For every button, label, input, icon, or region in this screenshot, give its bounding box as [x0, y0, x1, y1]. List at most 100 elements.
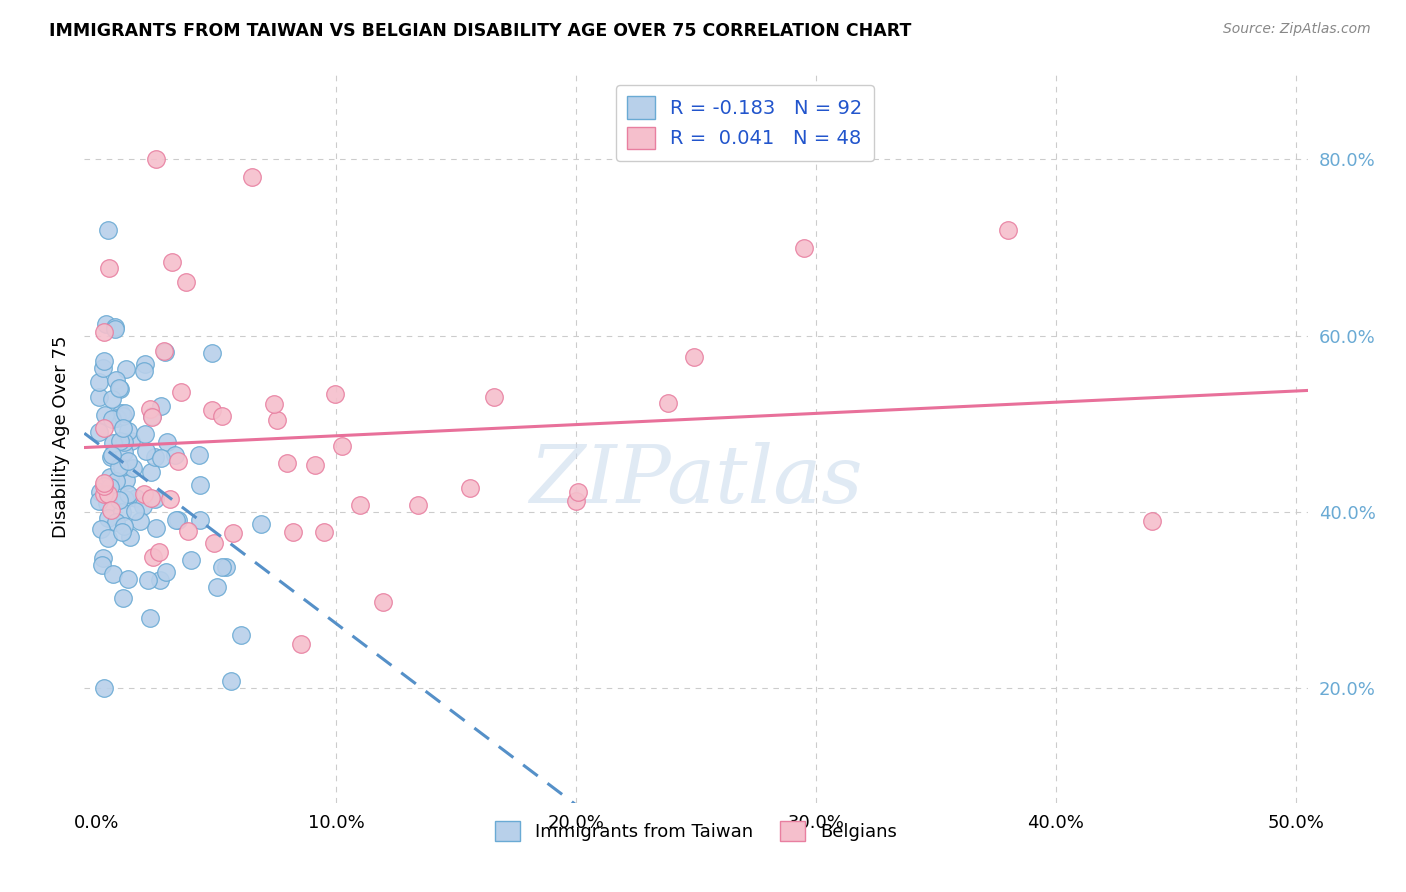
Point: [111, 409, 134, 423]
Point: [100, 450, 122, 464]
Point: [159, 491, 181, 506]
Point: [93, 421, 115, 435]
Text: Source: ZipAtlas.com: Source: ZipAtlas.com: [1223, 22, 1371, 37]
Point: [1140, 514, 1163, 528]
Point: [90, 523, 112, 537]
Point: [325, 387, 347, 401]
Point: [114, 492, 136, 507]
Point: [290, 637, 312, 651]
Text: IMMIGRANTS FROM TAIWAN VS BELGIAN DISABILITY AGE OVER 75 CORRELATION CHART: IMMIGRANTS FROM TAIWAN VS BELGIAN DISABI…: [49, 22, 911, 40]
Point: [165, 512, 187, 526]
Text: ZIPatlas: ZIPatlas: [529, 442, 863, 520]
Point: [112, 445, 135, 459]
Point: [142, 549, 165, 564]
Point: [89, 485, 111, 500]
Point: [87, 493, 110, 508]
Point: [567, 484, 589, 499]
Point: [128, 514, 150, 528]
Point: [111, 460, 134, 475]
Point: [143, 492, 166, 507]
Point: [201, 403, 224, 417]
Point: [276, 457, 298, 471]
Point: [139, 401, 162, 416]
Point: [111, 421, 134, 435]
Point: [266, 413, 288, 427]
Point: [211, 560, 233, 574]
Point: [87, 376, 110, 390]
Point: [136, 573, 159, 587]
Point: [103, 322, 125, 336]
Point: [145, 521, 167, 535]
Point: [101, 448, 124, 462]
Point: [108, 381, 131, 395]
Point: [132, 363, 155, 377]
Point: [89, 390, 111, 404]
Point: [117, 572, 139, 586]
Point: [125, 491, 148, 505]
Point: [93, 476, 115, 491]
Point: [111, 525, 134, 540]
Point: [167, 454, 190, 468]
Point: [134, 427, 156, 442]
Point: [170, 385, 193, 400]
Point: [180, 553, 202, 567]
Point: [91, 361, 114, 376]
Point: [97, 531, 120, 545]
Point: [166, 513, 188, 527]
Legend: Immigrants from Taiwan, Belgians: Immigrants from Taiwan, Belgians: [488, 814, 904, 848]
Point: [482, 390, 505, 404]
Point: [87, 425, 110, 439]
Point: [141, 409, 163, 423]
Point: [148, 573, 170, 587]
Point: [222, 525, 245, 540]
Point: [93, 353, 115, 368]
Point: [122, 461, 145, 475]
Point: [100, 502, 122, 516]
Point: [188, 513, 211, 527]
Point: [134, 357, 156, 371]
Point: [240, 170, 263, 185]
Point: [93, 479, 115, 493]
Point: [201, 346, 224, 360]
Point: [406, 498, 429, 512]
Point: [96, 496, 118, 510]
Point: [141, 466, 163, 480]
Point: [117, 487, 139, 501]
Point: [93, 326, 115, 340]
Point: [143, 450, 166, 465]
Point: [135, 443, 157, 458]
Point: [564, 493, 586, 508]
Point: [105, 474, 128, 488]
Point: [349, 499, 371, 513]
Point: [153, 344, 176, 359]
Point: [283, 524, 305, 539]
Point: [174, 275, 197, 289]
Point: [108, 493, 131, 508]
Point: [145, 153, 167, 167]
Point: [91, 551, 114, 566]
Point: [202, 536, 225, 550]
Point: [177, 524, 200, 538]
Point: [131, 499, 153, 513]
Point: [793, 241, 815, 255]
Point: [149, 450, 172, 465]
Point: [250, 516, 273, 531]
Point: [112, 434, 135, 449]
Point: [160, 255, 183, 269]
Point: [215, 559, 238, 574]
Point: [229, 628, 252, 642]
Point: [150, 399, 173, 413]
Point: [117, 424, 139, 438]
Point: [120, 434, 142, 448]
Point: [156, 435, 179, 450]
Point: [110, 434, 132, 448]
Point: [117, 453, 139, 467]
Point: [657, 396, 679, 410]
Point: [148, 544, 170, 558]
Point: [97, 487, 120, 501]
Point: [141, 409, 163, 424]
Point: [93, 681, 115, 696]
Point: [96, 317, 118, 331]
Point: [105, 516, 128, 530]
Point: [105, 411, 128, 425]
